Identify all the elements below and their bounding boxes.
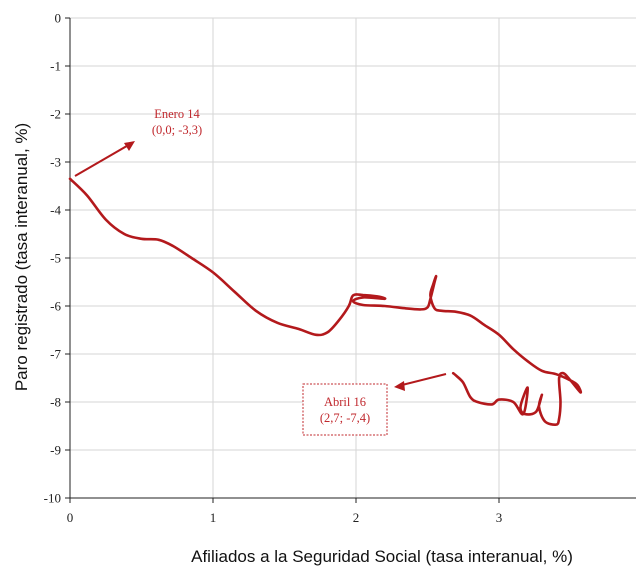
grid — [70, 17, 636, 498]
annotation-arrow-enero — [74, 142, 133, 177]
y-tick-label: -10 — [44, 491, 61, 506]
x-tick-label: 1 — [210, 510, 217, 525]
x-axis-title: Afiliados a la Seguridad Social (tasa in… — [191, 547, 573, 566]
annotation-enero-line2: (0,0; -3,3) — [152, 123, 202, 137]
annotation-arrowhead-enero — [124, 141, 135, 151]
annotation-abril-box — [302, 383, 388, 436]
tick-labels: 0 -1 -2 -3 -4 -5 -6 -7 -8 -9 -10 0 1 2 3 — [44, 11, 503, 526]
y-tick-label: -3 — [50, 155, 61, 170]
annotation-abril-line1: Abril 16 — [324, 395, 366, 409]
y-tick-label: -8 — [50, 395, 61, 410]
y-tick-label: 0 — [55, 11, 62, 26]
x-tick-label: 3 — [496, 510, 503, 525]
annotation-enero-line1: Enero 14 — [154, 107, 200, 121]
x-tick-label: 0 — [67, 510, 74, 525]
y-tick-label: -5 — [50, 251, 61, 266]
y-tick-label: -1 — [50, 59, 61, 74]
x-tick-label: 2 — [353, 510, 360, 525]
y-tick-label: -2 — [50, 107, 61, 122]
series-line — [68, 177, 583, 426]
y-tick-label: -9 — [50, 443, 61, 458]
annotation-abril-line2: (2,7; -7,4) — [320, 411, 370, 425]
annotation-arrow-abril — [397, 373, 447, 387]
y-tick-label: -7 — [50, 347, 61, 362]
y-axis-title: Paro registrado (tasa interanual, %) — [12, 123, 31, 391]
y-tick-label: -6 — [50, 299, 61, 314]
axes — [65, 17, 636, 503]
y-tick-label: -4 — [50, 203, 61, 218]
annotation-arrowhead-abril — [394, 381, 405, 391]
